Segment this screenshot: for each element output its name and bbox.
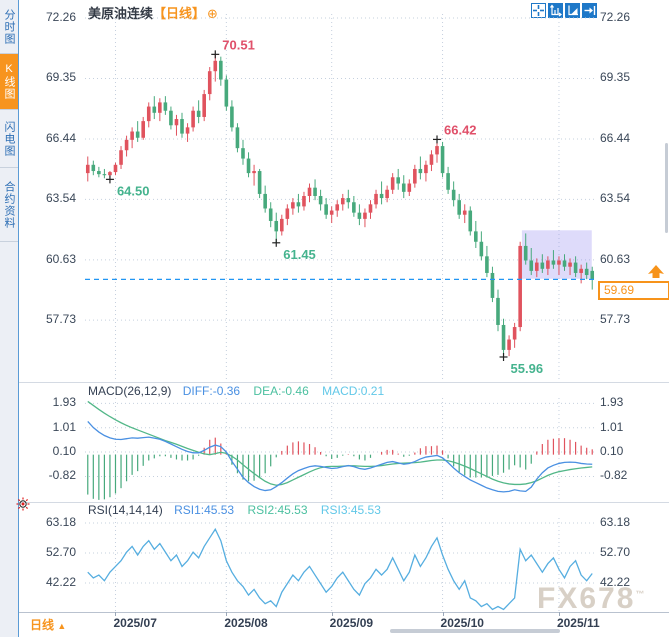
axis-scale-icon[interactable] <box>565 3 580 18</box>
axis-tick-label: 63.18 <box>600 514 631 529</box>
x-axis-label: 2025/07 <box>113 616 157 630</box>
period-tag[interactable]: 【日线】 <box>153 6 206 21</box>
rsi2-value: RSI2:45.53 <box>247 503 308 517</box>
chart-toolbar <box>531 3 597 18</box>
axis-tick-label: 57.73 <box>600 312 631 327</box>
sidebar-item-time-chart[interactable]: 分时图 <box>0 0 18 54</box>
crosshair-pan-icon[interactable] <box>531 3 546 18</box>
svg-text:66.42: 66.42 <box>444 122 477 137</box>
macd-macd-value: MACD:0.21 <box>322 384 385 398</box>
macd-dea-value: DEA:-0.46 <box>253 384 309 398</box>
axis-tick-label: 0.10 <box>600 444 624 458</box>
macd-diff-value: DIFF:-0.36 <box>182 384 241 398</box>
chart-title-row: 美原油连续【日线】 ⊕ <box>88 3 218 22</box>
price-up-arrow-icon[interactable] <box>647 265 665 279</box>
axis-tick-label: 52.70 <box>600 545 631 559</box>
x-axis-tick <box>331 612 333 616</box>
x-axis-tick <box>442 612 444 616</box>
x-axis-tick <box>558 612 560 616</box>
rsi1-value: RSI1:45.53 <box>174 503 235 517</box>
main-candlestick-panel[interactable]: 64.50 70.51 61.45 66.42 55.96 <box>85 14 595 382</box>
x-axis-label: 2025/11 <box>556 616 600 630</box>
horizontal-scrollbar[interactable] <box>390 629 560 633</box>
x-axis-label: 2025/08 <box>224 616 268 630</box>
period-selector-label: 日线 <box>30 618 55 632</box>
rsi3-value: RSI3:45.53 <box>320 503 381 517</box>
axis-tick-label: 63.18 <box>45 514 76 529</box>
vertical-scrollbar[interactable] <box>665 143 668 233</box>
axis-tick-label: -0.82 <box>600 468 628 483</box>
axis-tick-label: 42.22 <box>45 575 76 589</box>
axis-tick-label: 1.93 <box>600 395 624 410</box>
axis-tick-label: 52.70 <box>45 545 76 559</box>
x-axis-label: 2025/10 <box>440 616 484 630</box>
axis-tick-label: 1.01 <box>52 419 76 434</box>
rsi-header: RSI(14,14,14) RSI1:45.53 RSI2:45.53 RSI3… <box>88 503 381 517</box>
axis-tick-label: 69.35 <box>600 70 631 85</box>
axis-tick-label: 57.73 <box>45 312 76 327</box>
axis-tick-label: 66.44 <box>600 131 631 145</box>
axis-tick-label: 0.10 <box>52 444 76 458</box>
current-price-tag[interactable]: 59.69 <box>598 281 669 300</box>
panel-divider <box>19 502 669 503</box>
x-axis-tick <box>115 612 117 616</box>
instrument-title: 美原油连续 <box>88 6 154 21</box>
axis-tick-label: 63.54 <box>45 191 76 206</box>
axis-tick-label: 72.26 <box>600 9 631 24</box>
period-selector[interactable]: 日线 ▲ <box>30 616 66 633</box>
x-axis-line <box>19 612 669 613</box>
sidebar: 分时图 K线图 闪电图 合约资料 <box>0 0 19 637</box>
svg-text:64.50: 64.50 <box>117 183 150 198</box>
rsi-panel[interactable] <box>85 518 595 612</box>
add-indicator-icon[interactable]: ⊕ <box>207 6 218 21</box>
panel-divider <box>19 382 669 383</box>
axis-zoom-icon[interactable] <box>548 3 563 18</box>
watermark: FX678™ <box>537 582 647 615</box>
svg-text:70.51: 70.51 <box>222 37 255 52</box>
axis-tick-label: 1.93 <box>52 395 76 410</box>
x-axis-label: 2025/09 <box>329 616 374 630</box>
axis-tick-label: -0.82 <box>48 468 76 483</box>
live-target-icon[interactable] <box>16 497 30 511</box>
axis-tick-label: 60.63 <box>45 251 76 266</box>
sidebar-item-contract-info[interactable]: 合约资料 <box>0 168 18 242</box>
axis-tick-label: 60.63 <box>600 251 631 266</box>
svg-text:55.96: 55.96 <box>511 361 544 376</box>
macd-params[interactable]: MACD(26,12,9) <box>88 384 172 398</box>
svg-text:61.45: 61.45 <box>283 247 316 262</box>
rsi-params[interactable]: RSI(14,14,14) <box>88 503 163 517</box>
macd-header: MACD(26,12,9) DIFF:-0.36 DEA:-0.46 MACD:… <box>88 384 384 398</box>
sidebar-item-lightning-chart[interactable]: 闪电图 <box>0 110 18 168</box>
x-axis-tick <box>226 612 228 616</box>
period-selector-arrow-icon: ▲ <box>57 621 67 631</box>
axis-tick-label: 1.01 <box>600 419 624 434</box>
axis-tick-label: 42.22 <box>600 575 631 589</box>
axis-tick-label: 66.44 <box>45 131 76 145</box>
macd-panel[interactable] <box>85 398 595 502</box>
axis-tick-label: 69.35 <box>45 70 76 85</box>
axis-tick-label: 72.26 <box>45 9 76 24</box>
axis-tick-label: 63.54 <box>600 191 631 206</box>
sidebar-item-kline-chart[interactable]: K线图 <box>0 54 18 110</box>
